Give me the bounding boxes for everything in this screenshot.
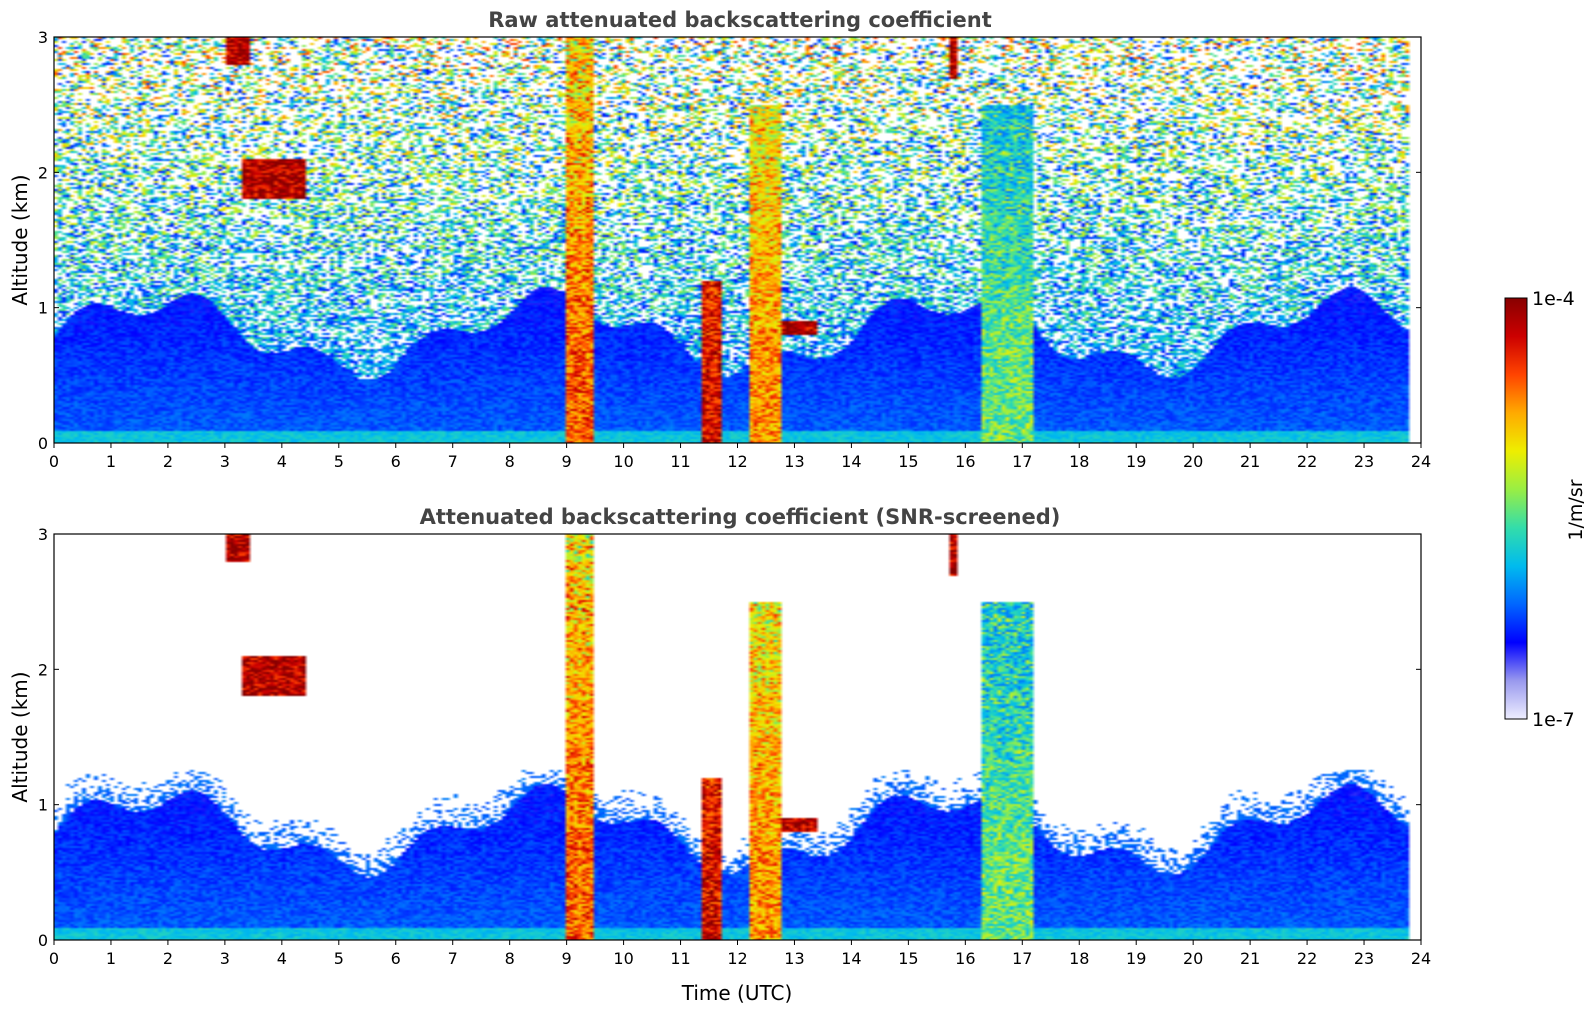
panel-2-title: Attenuated backscattering coefficient (S… xyxy=(420,505,1061,529)
y-tick-label: 2 xyxy=(38,163,48,182)
y-tick-label: 0 xyxy=(38,931,48,950)
x-tick-label: 20 xyxy=(1183,452,1203,471)
x-tick-label: 15 xyxy=(898,452,918,471)
x-tick-label: 12 xyxy=(727,452,747,471)
panel-2-y-axis-label: Altitude (km) xyxy=(8,671,32,802)
panel-2-x-ticks: 0 1 2 3 4 5 6 7 8 9 10 11 12 13 14 15 16 17 18 19 20 21 22 23 24 xyxy=(49,940,1431,968)
x-tick-label: 11 xyxy=(670,949,690,968)
x-tick-label: 9 xyxy=(562,949,572,968)
x-tick-label: 1 xyxy=(106,949,116,968)
x-tick-label: 16 xyxy=(955,949,975,968)
x-tick-label: 14 xyxy=(841,949,861,968)
x-tick-label: 14 xyxy=(841,452,861,471)
y-tick-label: 3 xyxy=(38,28,48,47)
x-tick-label: 20 xyxy=(1183,949,1203,968)
x-tick-label: 7 xyxy=(448,949,458,968)
raw-backscatter-panel: Raw attenuated backscattering coefficien… xyxy=(8,8,1431,471)
y-tick-label: 2 xyxy=(38,660,48,679)
colorbar-gradient xyxy=(1504,297,1528,720)
colorbar-unit-label: 1/m/sr xyxy=(1565,479,1587,540)
y-tick-label: 0 xyxy=(38,434,48,453)
y-tick-label: 1 xyxy=(38,299,48,318)
x-tick-label: 24 xyxy=(1411,452,1431,471)
raw-backscatter-heatmap xyxy=(54,37,1421,443)
panel-2-y-ticks: 0 1 2 3 xyxy=(38,525,1421,950)
x-tick-label: 16 xyxy=(955,452,975,471)
x-tick-label: 8 xyxy=(505,452,515,471)
x-tick-label: 0 xyxy=(49,452,59,471)
x-tick-label: 13 xyxy=(784,452,804,471)
x-axis-label: Time (UTC) xyxy=(681,981,793,1005)
x-tick-label: 9 xyxy=(562,452,572,471)
panel-1-y-axis-label: Altitude (km) xyxy=(8,174,32,305)
x-tick-label: 1 xyxy=(106,452,116,471)
x-tick-label: 5 xyxy=(334,949,344,968)
x-tick-label: 0 xyxy=(49,949,59,968)
screened-backscatter-panel: Attenuated backscattering coefficient (S… xyxy=(8,505,1431,1005)
x-tick-label: 6 xyxy=(391,452,401,471)
x-tick-label: 23 xyxy=(1354,452,1374,471)
x-tick-label: 18 xyxy=(1069,949,1089,968)
x-tick-label: 21 xyxy=(1240,949,1260,968)
x-tick-label: 22 xyxy=(1297,452,1317,471)
x-tick-label: 7 xyxy=(448,452,458,471)
x-tick-label: 2 xyxy=(163,452,173,471)
x-tick-label: 11 xyxy=(670,452,690,471)
x-tick-label: 5 xyxy=(334,452,344,471)
y-tick-label: 3 xyxy=(38,525,48,544)
y-tick-label: 1 xyxy=(38,796,48,815)
x-tick-label: 13 xyxy=(784,949,804,968)
x-tick-label: 2 xyxy=(163,949,173,968)
x-tick-label: 4 xyxy=(277,949,287,968)
panel-1-title: Raw attenuated backscattering coefficien… xyxy=(488,8,992,32)
x-tick-label: 3 xyxy=(220,452,230,471)
x-tick-label: 6 xyxy=(391,949,401,968)
x-tick-label: 19 xyxy=(1126,452,1146,471)
x-tick-label: 8 xyxy=(505,949,515,968)
screened-backscatter-heatmap xyxy=(54,534,1421,940)
x-tick-label: 24 xyxy=(1411,949,1431,968)
x-tick-label: 10 xyxy=(613,949,633,968)
colorbar: 1e-4 1e-7 1/m/sr xyxy=(1504,288,1587,731)
panel-1-y-ticks: 0 1 2 3 xyxy=(38,28,1421,453)
x-tick-label: 15 xyxy=(898,949,918,968)
x-tick-label: 3 xyxy=(220,949,230,968)
panel-1-x-ticks: 0 1 2 3 4 5 6 7 8 9 10 11 12 13 14 15 16 17 18 19 20 21 22 23 24 xyxy=(49,443,1431,471)
colorbar-max-label: 1e-4 xyxy=(1532,288,1575,310)
x-tick-label: 21 xyxy=(1240,452,1260,471)
x-tick-label: 17 xyxy=(1012,949,1032,968)
x-tick-label: 4 xyxy=(277,452,287,471)
colorbar-min-label: 1e-7 xyxy=(1532,709,1575,731)
x-tick-label: 22 xyxy=(1297,949,1317,968)
x-tick-label: 19 xyxy=(1126,949,1146,968)
x-tick-label: 23 xyxy=(1354,949,1374,968)
x-tick-label: 12 xyxy=(727,949,747,968)
x-tick-label: 18 xyxy=(1069,452,1089,471)
x-tick-label: 10 xyxy=(613,452,633,471)
x-tick-label: 17 xyxy=(1012,452,1032,471)
